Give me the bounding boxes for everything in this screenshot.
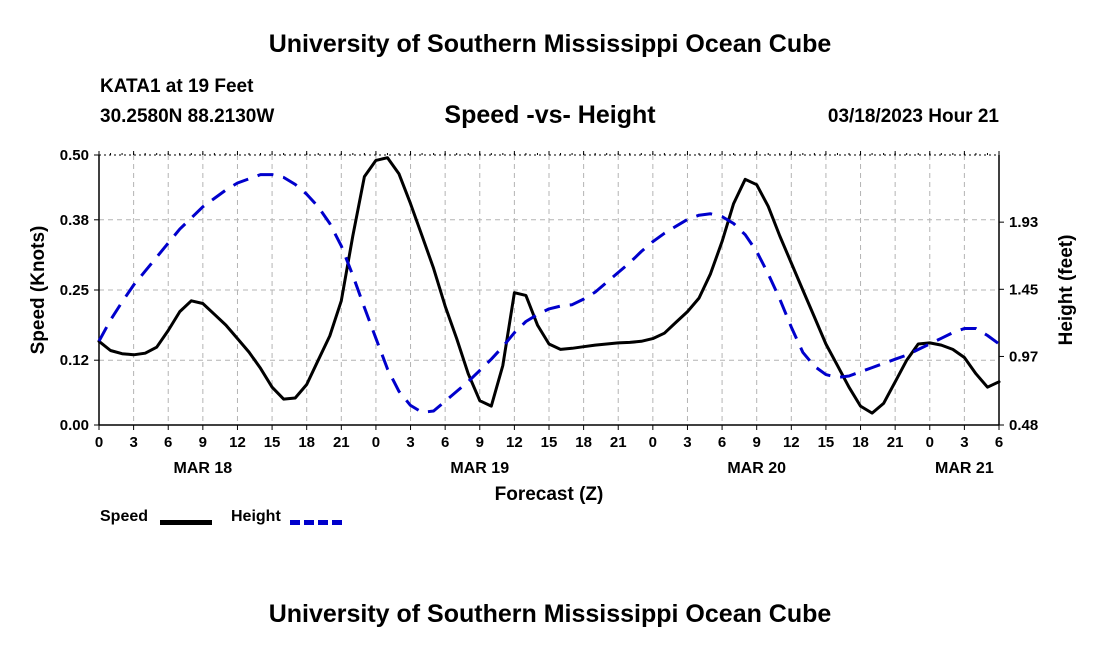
x-tick-label: 6 (441, 434, 449, 451)
coordinates-label: 30.2580N 88.2130W (100, 106, 275, 127)
day-label: MAR 20 (727, 460, 786, 477)
x-tick-label: 3 (960, 434, 968, 451)
y-right-axis-title: Height (feet) (1056, 235, 1077, 346)
x-tick-label: 21 (333, 434, 350, 451)
x-tick-label: 15 (264, 434, 281, 451)
x-tick-label: 3 (129, 434, 137, 451)
y-right-tick-label: 1.45 (1009, 281, 1038, 298)
day-label: MAR 18 (174, 460, 233, 477)
series-line-speed (97, 156, 1001, 415)
day-label: MAR 19 (450, 460, 509, 477)
axis-labels: 0 3 6 9 12 15 18 21 0 3 6 9 12 15 18 21 0 3 6 9 12 15 18 21 0 3 60… (28, 147, 1077, 505)
x-tick-label: 9 (753, 434, 761, 451)
day-label: MAR 21 (935, 460, 994, 477)
legend-height-swatch (290, 520, 342, 525)
x-tick-label: 21 (610, 434, 627, 451)
x-tick-label: 21 (887, 434, 904, 451)
forecast-datetime: 03/18/2023 Hour 21 (827, 106, 999, 127)
footer-title: University of Southern Mississippi Ocean… (268, 600, 832, 628)
x-axis-title: Forecast (Z) (495, 484, 604, 505)
x-tick-label: 3 (683, 434, 691, 451)
x-tick-label: 3 (406, 434, 414, 451)
x-tick-label: 9 (199, 434, 207, 451)
x-tick-label: 18 (298, 434, 315, 451)
legend-speed-label: Speed (100, 508, 149, 525)
legend-height-label: Height (231, 508, 281, 525)
x-tick-label: 6 (995, 434, 1003, 451)
series (97, 156, 1001, 415)
x-tick-label: 0 (926, 434, 934, 451)
x-tick-label: 18 (852, 434, 869, 451)
x-tick-label: 12 (229, 434, 246, 451)
y-right-tick-label: 0.48 (1009, 417, 1038, 434)
speed-height-chart: 0 3 6 9 12 15 18 21 0 3 6 9 12 15 18 21 0 3 6 9 12 15 18 21 0 3 60… (28, 147, 1077, 505)
chart-subtitle: Speed -vs- Height (444, 101, 656, 129)
x-tick-label: 18 (575, 434, 592, 451)
axes (94, 151, 1004, 430)
x-tick-label: 15 (818, 434, 835, 451)
x-tick-label: 6 (164, 434, 172, 451)
y-left-tick-label: 0.12 (60, 352, 89, 369)
y-left-tick-label: 0.00 (60, 417, 89, 434)
x-tick-label: 0 (95, 434, 103, 451)
x-tick-label: 15 (541, 434, 558, 451)
y-left-tick-label: 0.50 (60, 147, 89, 164)
x-tick-label: 0 (372, 434, 380, 451)
page-title: University of Southern Mississippi Ocean… (268, 30, 832, 58)
y-left-axis-title: Speed (Knots) (28, 226, 49, 355)
series-line-height (97, 173, 1000, 414)
grid (99, 155, 999, 425)
x-tick-label: 9 (476, 434, 484, 451)
legend-speed-swatch (160, 520, 212, 525)
y-left-tick-label: 0.25 (60, 282, 89, 299)
station-label: KATA1 at 19 Feet (100, 76, 254, 97)
x-tick-label: 6 (718, 434, 726, 451)
y-right-tick-label: 0.97 (1009, 348, 1038, 365)
x-tick-label: 12 (783, 434, 800, 451)
x-tick-label: 0 (649, 434, 657, 451)
x-tick-label: 12 (506, 434, 523, 451)
y-right-tick-label: 1.93 (1009, 214, 1038, 231)
y-left-tick-label: 0.38 (60, 212, 89, 229)
